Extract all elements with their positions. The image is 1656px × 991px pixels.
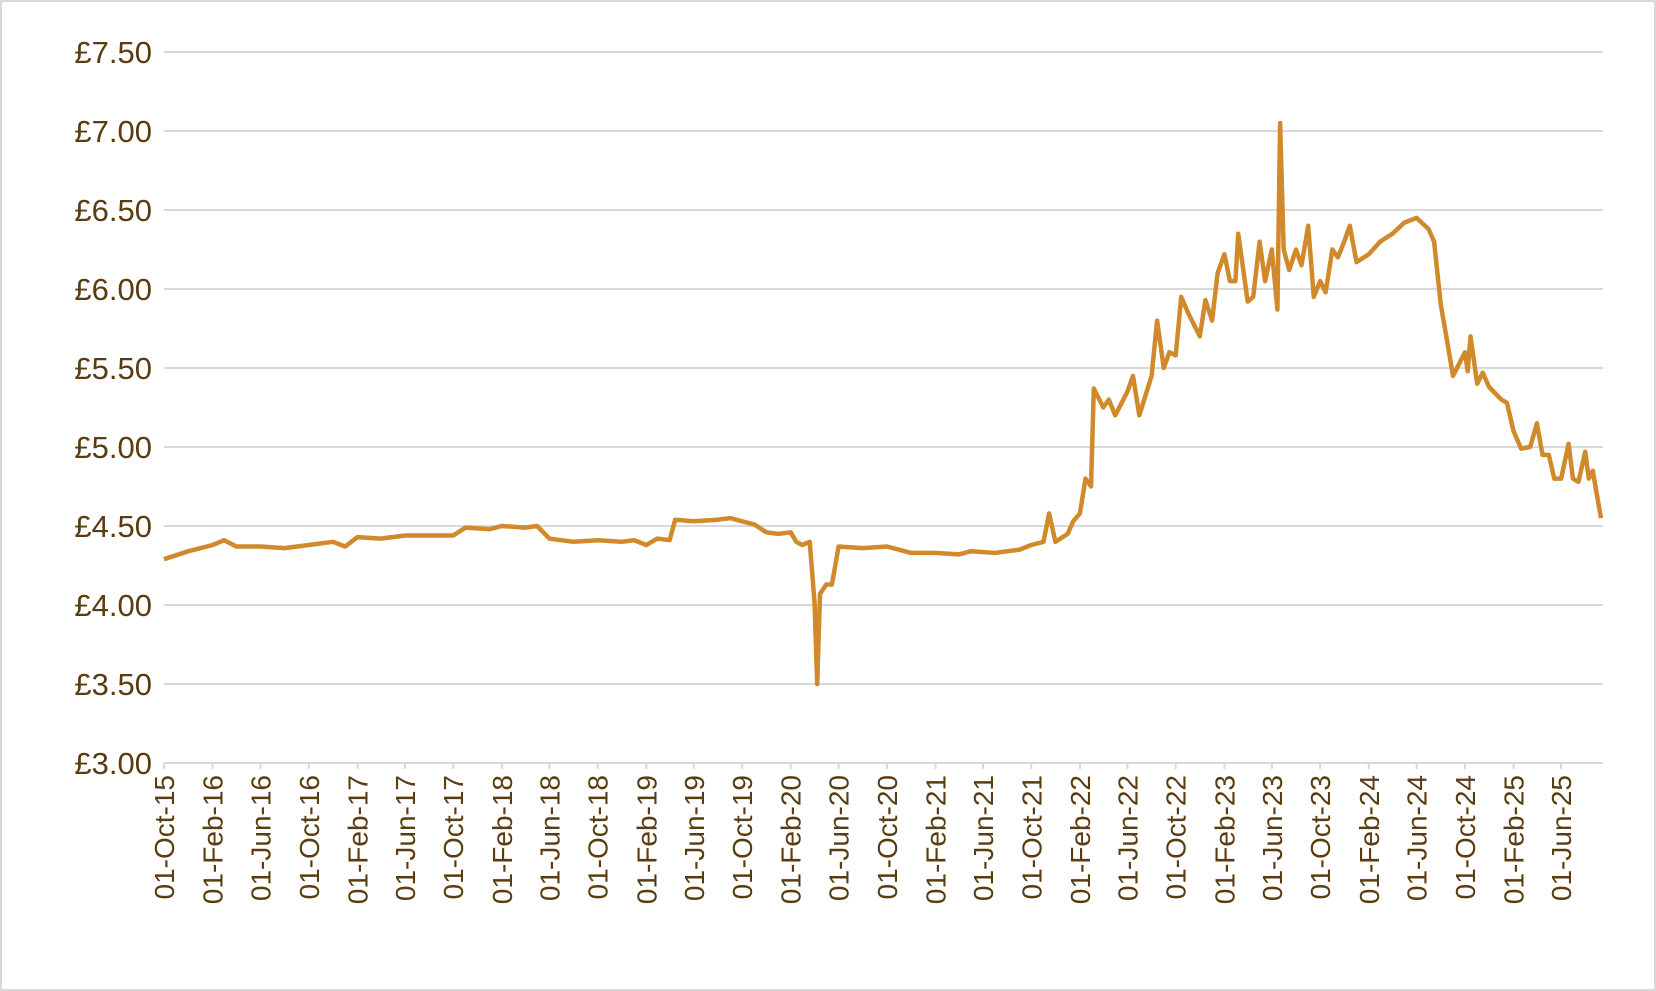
y-tick-label: £5.50 [74,351,152,386]
y-tick-label: £7.50 [74,35,152,70]
y-tick-label: £3.50 [74,667,152,702]
x-tick-label: 01-Feb-22 [1065,775,1096,904]
x-tick-label: 01-Feb-25 [1499,775,1530,904]
y-tick-label: £6.00 [74,272,152,307]
x-tick-label: 01-Jun-24 [1402,775,1433,901]
y-tick-label: £5.00 [74,430,152,465]
y-tick-label: £4.50 [74,509,152,544]
x-tick-label: 01-Jun-21 [968,775,999,901]
x-tick-label: 01-Jun-18 [534,775,565,901]
x-tick-label: 01-Feb-21 [921,775,952,904]
line-series [163,120,1604,687]
x-tick-label: 01-Oct-23 [1305,775,1336,900]
x-tick-label: 01-Jun-17 [390,775,421,901]
x-tick-label: 01-Oct-15 [149,775,180,900]
x-tick-label: 01-Feb-16 [198,775,229,904]
x-tick-label: 01-Jun-23 [1257,775,1288,901]
x-tick-label: 01-Oct-17 [438,775,469,900]
x-tick-label: 01-Oct-16 [294,775,325,900]
x-tick-label: 01-Jun-16 [246,775,277,901]
x-tick-label: 01-Feb-23 [1209,775,1240,904]
x-tick-label: 01-Jun-19 [679,775,710,901]
x-tick-label: 01-Oct-18 [583,775,614,900]
x-tick-label: 01-Oct-21 [1016,775,1047,900]
x-tick-label: 01-Jun-25 [1546,775,1577,901]
x-tick-label: 01-Oct-20 [872,775,903,900]
y-tick-label: £6.50 [74,193,152,228]
x-tick-label: 01-Feb-20 [776,775,807,904]
x-tick-label: 01-Jun-22 [1112,775,1143,901]
x-tick-label: 01-Oct-22 [1161,775,1192,900]
x-tick-label: 01-Oct-24 [1450,775,1481,900]
x-tick-label: 01-Jun-20 [824,775,855,901]
y-tick-label: £7.00 [74,114,152,149]
x-tick-label: 01-Feb-24 [1354,775,1385,904]
x-tick-label: 01-Oct-19 [727,775,758,900]
x-tick-label: 01-Feb-19 [631,775,662,904]
y-tick-label: £3.00 [74,746,152,781]
x-tick-label: 01-Feb-18 [487,775,518,904]
y-tick-label: £4.00 [74,588,152,623]
x-tick-label: 01-Feb-17 [342,775,373,904]
